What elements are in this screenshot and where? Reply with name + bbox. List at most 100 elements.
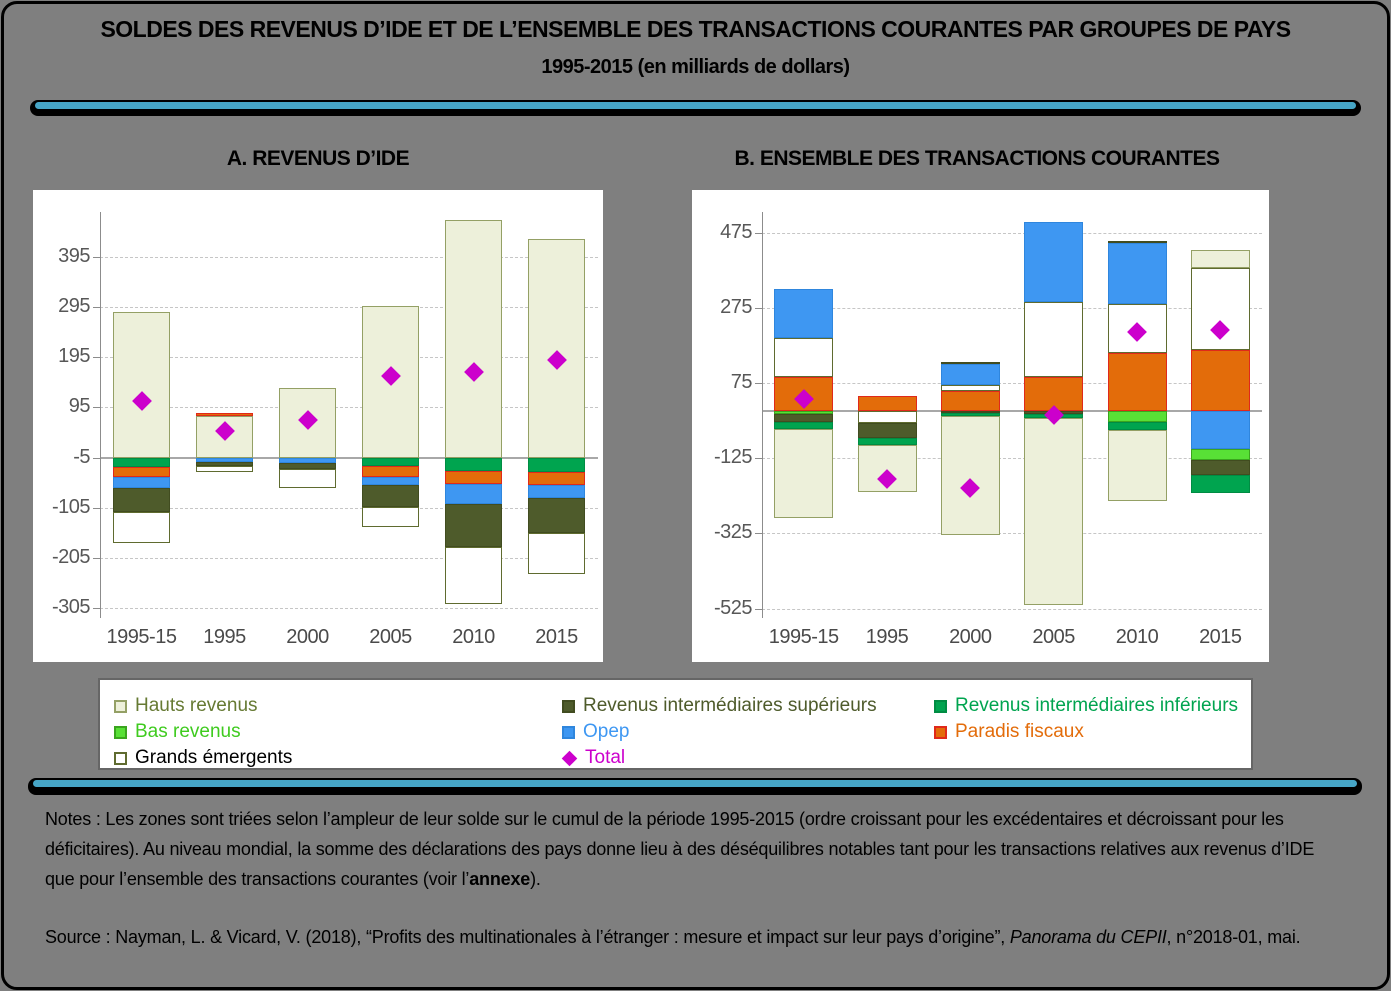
axis-tick <box>93 407 100 409</box>
bottom-divider-bar <box>28 778 1362 795</box>
bar-segment-grands_emergents <box>528 532 585 575</box>
y-tick-label: -525 <box>713 596 753 619</box>
bar-segment-rev_int_inf <box>362 457 419 466</box>
bar-segment-grands_emergents <box>1024 302 1084 377</box>
y-tick-label: -205 <box>51 545 91 568</box>
gridline <box>762 533 1262 535</box>
total-diamond-swatch <box>561 750 578 766</box>
axis-tick <box>93 607 100 609</box>
y-tick-label: -325 <box>713 521 753 544</box>
bar-segment-rev_int_sup <box>940 411 1000 414</box>
legend-swatch-rev_int_inf <box>934 699 947 713</box>
bar-segment-bas_revenus <box>1190 448 1250 461</box>
gridline <box>762 608 1262 610</box>
bar-segment-hauts_revenus <box>1024 418 1084 605</box>
bar-segment-rev_int_sup <box>528 497 585 533</box>
gridline <box>100 507 598 509</box>
top-divider-bar <box>30 100 1361 116</box>
legend-swatch-paradis_fiscaux <box>934 725 947 739</box>
bar-segment-opep <box>774 289 834 338</box>
axis-tick <box>755 383 762 385</box>
y-tick-label: 75 <box>730 371 753 394</box>
top-divider-stripe <box>35 102 1356 109</box>
x-tick-label: 2005 <box>1032 626 1075 648</box>
bar-segment-paradis_fiscaux <box>1107 352 1167 412</box>
legend-label-total: Total <box>585 747 626 768</box>
y-tick-label: 295 <box>58 295 90 318</box>
bar-segment-paradis_fiscaux <box>857 396 917 412</box>
bar-segment-grands_emergents <box>1190 268 1250 351</box>
axis-tick <box>93 307 100 309</box>
figure-subtitle: 1995-2015 (en milliards de dollars) <box>541 56 850 78</box>
bar-segment-rev_int_inf <box>528 457 585 472</box>
x-tick-label: 1995 <box>865 626 909 648</box>
bar-segment-paradis_fiscaux <box>196 413 253 416</box>
bar-segment-rev_int_inf <box>1190 475 1250 494</box>
gridline <box>762 232 1262 234</box>
gridline <box>100 407 598 409</box>
bar-segment-paradis_fiscaux <box>362 465 419 477</box>
source-part2: , n°2018-01, mai. <box>1166 927 1301 947</box>
bar-segment-rev_int_sup <box>774 414 834 422</box>
legend-label-hauts_revenus: Hauts revenus <box>135 695 258 716</box>
legend-label-rev_int_sup: Revenus intermédiaires supérieurs <box>583 695 877 716</box>
bar-segment-paradis_fiscaux <box>940 390 1000 412</box>
figure-title: SOLDES DES REVENUS D’IDE ET DE L’ENSEMBL… <box>100 16 1291 42</box>
bar-segment-rev_int_inf <box>113 457 170 468</box>
bar-segment-rev_int_inf <box>445 457 502 472</box>
x-tick-label: 2000 <box>286 626 329 648</box>
axis-tick <box>755 608 762 610</box>
bar-segment-hauts_revenus <box>113 312 170 458</box>
legend-item-opep: Opep <box>562 719 934 745</box>
x-tick-label: 1995-15 <box>106 626 177 648</box>
bar-segment-rev_int_sup <box>196 462 253 467</box>
bar-segment-hauts_revenus <box>528 238 585 458</box>
legend-label-opep: Opep <box>583 721 630 742</box>
bar-segment-hauts_revenus <box>445 219 502 458</box>
axis-tick <box>755 232 762 234</box>
bar-segment-grands_emergents <box>113 511 170 544</box>
legend-swatch-bas_revenus <box>114 725 127 739</box>
bar-segment-bas_revenus <box>774 411 834 415</box>
bar-segment-grands_emergents <box>445 547 502 604</box>
bar-segment-rev_int_inf <box>774 421 834 430</box>
bar-segment-rev_int_inf <box>857 438 917 446</box>
zero-baseline <box>100 456 598 459</box>
legend-swatch-rev_int_sup <box>562 699 575 713</box>
notes-bold: annexe <box>469 869 531 889</box>
gridline <box>100 557 598 559</box>
bar-segment-grands_emergents <box>774 337 834 378</box>
legend-item-paradis_fiscaux: Paradis fiscaux <box>934 719 1251 745</box>
axis-tick <box>755 533 762 535</box>
y-tick-label: -125 <box>713 446 753 469</box>
legend-label-paradis_fiscaux: Paradis fiscaux <box>955 721 1084 742</box>
bar-segment-bas_revenus <box>1107 411 1167 422</box>
bar-segment-paradis_fiscaux <box>528 471 585 485</box>
legend-item-total: Total <box>561 745 934 771</box>
bottom-divider-stripe <box>33 780 1357 787</box>
legend-item-bas_revenus: Bas revenus <box>114 719 562 745</box>
bar-segment-opep <box>1190 411 1250 449</box>
bar-segment-grands_emergents <box>1107 304 1167 353</box>
legend-label-grands_emergents: Grands émergents <box>135 747 293 768</box>
gridline <box>762 383 1262 385</box>
bar-segment-hauts_revenus <box>362 306 419 458</box>
bar-segment-opep <box>279 457 336 464</box>
axis-tick <box>755 307 762 309</box>
bar-segment-rev_int_sup <box>445 503 502 548</box>
bar-segment-rev_int_inf <box>1107 421 1167 431</box>
bar-segment-rev_int_sup <box>857 422 917 439</box>
bar-segment-rev_int_sup <box>1190 460 1250 476</box>
gridline <box>100 607 598 609</box>
bar-segment-opep <box>196 457 253 463</box>
legend-swatch-grands_emergents <box>114 751 127 765</box>
gridline <box>762 307 1262 309</box>
legend-item-grands_emergents: Grands émergents <box>114 745 562 771</box>
y-tick-label: 275 <box>720 295 752 318</box>
legend: Hauts revenus Revenus intermédiaires supé… <box>98 678 1253 770</box>
legend-swatch-opep <box>562 725 575 739</box>
x-tick-label: 2000 <box>949 626 992 648</box>
bar-segment-opep <box>1024 222 1084 303</box>
gridline <box>100 257 598 259</box>
chart-panel-b: 475 275 75 -125 -325 -525 1995-15 1995 2000 2005 2… <box>692 190 1269 662</box>
